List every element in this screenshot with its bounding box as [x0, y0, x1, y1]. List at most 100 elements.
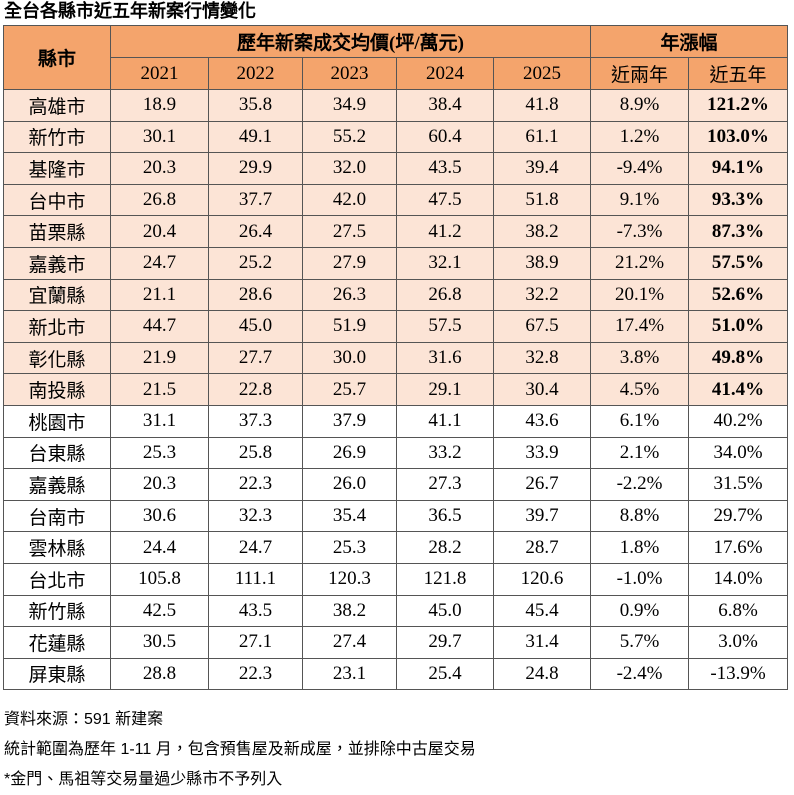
table-cell: 45.0 — [208, 310, 303, 343]
table-cell: 基隆市 — [3, 152, 111, 185]
note: 統計範圍為歷年 1-11 月，包含預售屋及新成屋，並排除中古屋交易 — [4, 741, 476, 758]
table-cell: 87.3% — [688, 215, 789, 248]
table-cell: 43.6 — [492, 404, 592, 438]
table-cell: 台中市 — [3, 183, 111, 217]
table-cell: 43.5 — [396, 152, 494, 185]
table-cell: 55.2 — [302, 120, 397, 154]
table-cell: 21.1 — [110, 278, 209, 312]
table-cell: 20.3 — [110, 152, 209, 185]
table-cell: 新竹市 — [3, 120, 111, 154]
table-cell: 30.1 — [110, 120, 209, 154]
table-cell: 42.0 — [302, 183, 397, 217]
table-cell: 49.8% — [688, 341, 789, 375]
notes: 資料來源：591 新建案 統計範圍為歷年 1-11 月，包含預售屋及新成屋，並排除… — [4, 705, 476, 795]
header-cell: 2022 — [208, 57, 303, 90]
table-row: 新竹市 30.1 49.1 55.2 60.4 61.1 1.2% 103.0% — [3, 120, 789, 154]
table-cell: 25.3 — [302, 531, 397, 564]
table-row: 台北市 105.8 111.1 120.3 121.8 120.6 -1.0% 14.0% — [3, 562, 789, 596]
table-cell: 40.2% — [688, 404, 789, 438]
title: 全台各縣市近五年新案行情變化 — [4, 1, 256, 21]
table-cell: 22.3 — [208, 468, 303, 501]
table-cell: 45.0 — [396, 594, 494, 628]
table-cell: 新北市 — [3, 310, 111, 343]
table-cell: 22.3 — [208, 657, 303, 691]
table-cell: 0.9% — [590, 594, 690, 628]
table-cell: 94.1% — [688, 152, 789, 185]
price-table: 縣市 歷年新案成交均價(坪/萬元) 年漲幅 2021 2022 2023 2024 2025… — [3, 25, 789, 691]
table-row: 雲林縣 24.4 24.7 25.3 28.2 28.7 1.8% 17.6% — [3, 531, 789, 564]
table-cell: 6.1% — [590, 404, 690, 438]
table-row: 苗栗縣 20.4 26.4 27.5 41.2 38.2 -7.3% 87.3% — [3, 215, 789, 248]
header-cell: 年漲幅 — [590, 25, 789, 58]
table-cell: 42.5 — [110, 594, 209, 628]
table-cell: 121.8 — [396, 562, 494, 596]
table-cell: 44.7 — [110, 310, 209, 343]
table-cell: -9.4% — [590, 152, 690, 185]
table-cell: 38.4 — [396, 89, 494, 122]
table-cell: 20.4 — [110, 215, 209, 248]
table-cell: 52.6% — [688, 278, 789, 312]
header-cell: 近兩年 — [590, 57, 690, 90]
table-cell: 23.1 — [302, 657, 397, 691]
table-cell: -2.2% — [590, 468, 690, 501]
table-row: 台南市 30.6 32.3 35.4 36.5 39.7 8.8% 29.7% — [3, 499, 789, 533]
table-cell: 27.7 — [208, 341, 303, 375]
table-cell: 30.5 — [110, 626, 209, 659]
table-cell: 31.6 — [396, 341, 494, 375]
table-cell: 3.0% — [688, 626, 789, 659]
table-row: 嘉義縣 20.3 22.3 26.0 27.3 26.7 -2.2% 31.5% — [3, 468, 789, 501]
table-cell: 57.5 — [396, 310, 494, 343]
table-row: 基隆市 20.3 29.9 32.0 43.5 39.4 -9.4% 94.1% — [3, 152, 789, 185]
table-cell: 高雄市 — [3, 89, 111, 122]
table-cell: 1.2% — [590, 120, 690, 154]
table-cell: 26.4 — [208, 215, 303, 248]
table-cell: 26.3 — [302, 278, 397, 312]
table-cell: 26.8 — [110, 183, 209, 217]
table-row: 南投縣 21.5 22.8 25.7 29.1 30.4 4.5% 41.4% — [3, 373, 789, 406]
table-cell: 37.9 — [302, 404, 397, 438]
table-cell: 20.3 — [110, 468, 209, 501]
table-cell: 26.9 — [302, 436, 397, 470]
table-row: 嘉義市 24.7 25.2 27.9 32.1 38.9 21.2% 57.5% — [3, 246, 789, 280]
table-cell: 29.9 — [208, 152, 303, 185]
table-row: 彰化縣 21.9 27.7 30.0 31.6 32.8 3.8% 49.8% — [3, 341, 789, 375]
table-cell: 8.9% — [590, 89, 690, 122]
table-cell: 17.4% — [590, 310, 690, 343]
table-cell: 38.9 — [492, 246, 592, 280]
table-cell: 27.1 — [208, 626, 303, 659]
table-cell: 18.9 — [110, 89, 209, 122]
table-cell: 111.1 — [208, 562, 303, 596]
table-cell: 29.1 — [396, 373, 494, 406]
table-row: 新竹縣 42.5 43.5 38.2 45.0 45.4 0.9% 6.8% — [3, 594, 789, 628]
table-cell: 27.5 — [302, 215, 397, 248]
table-body: 高雄市 18.9 35.8 34.9 38.4 41.8 8.9% 121.2% 新竹市 30.1… — [3, 89, 789, 691]
table-cell: 41.1 — [396, 404, 494, 438]
table-row: 花蓮縣 30.5 27.1 27.4 29.7 31.4 5.7% 3.0% — [3, 626, 789, 659]
table-cell: 41.8 — [492, 89, 592, 122]
table-cell: 21.2% — [590, 246, 690, 280]
table-cell: 35.8 — [208, 89, 303, 122]
table-cell: 37.7 — [208, 183, 303, 217]
table-cell: 屏東縣 — [3, 657, 111, 691]
table-cell: 29.7 — [396, 626, 494, 659]
table-cell: 30.4 — [492, 373, 592, 406]
table-cell: 93.3% — [688, 183, 789, 217]
table-row: 高雄市 18.9 35.8 34.9 38.4 41.8 8.9% 121.2% — [3, 89, 789, 122]
table-cell: 57.5% — [688, 246, 789, 280]
table-cell: 34.9 — [302, 89, 397, 122]
table-row: 桃園市 31.1 37.3 37.9 41.1 43.6 6.1% 40.2% — [3, 404, 789, 438]
table-cell: 32.3 — [208, 499, 303, 533]
header-cell: 2024 — [396, 57, 494, 90]
table-cell: 39.4 — [492, 152, 592, 185]
table-cell: 25.3 — [110, 436, 209, 470]
table-cell: -7.3% — [590, 215, 690, 248]
table-cell: 32.8 — [492, 341, 592, 375]
table-cell: 22.8 — [208, 373, 303, 406]
table-cell: 32.0 — [302, 152, 397, 185]
table-cell: 2.1% — [590, 436, 690, 470]
table-cell: 60.4 — [396, 120, 494, 154]
table-cell: 14.0% — [688, 562, 789, 596]
table-cell: 103.0% — [688, 120, 789, 154]
table-cell: 28.2 — [396, 531, 494, 564]
table-cell: 25.4 — [396, 657, 494, 691]
